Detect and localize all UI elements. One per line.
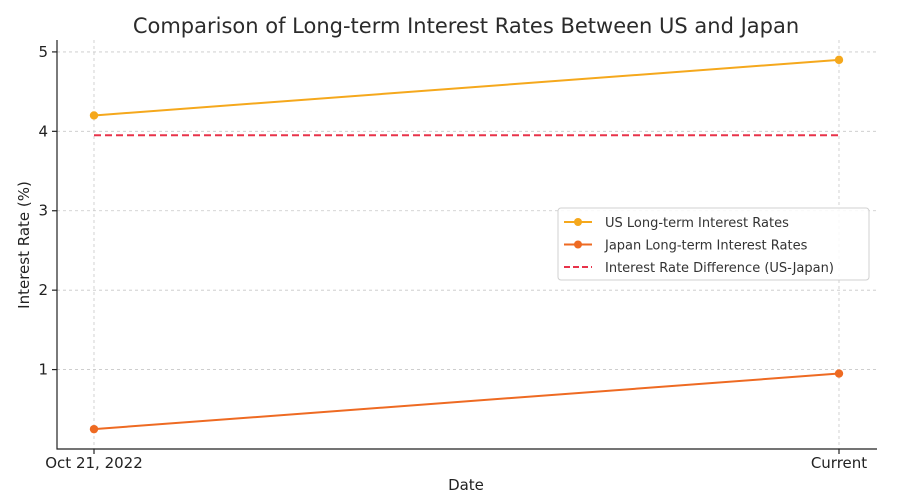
legend: US Long-term Interest Rates Japan Long-te…: [557, 207, 870, 281]
legend-label: US Long-term Interest Rates: [605, 216, 789, 231]
chart-title: Comparison of Long-term Interest Rates B…: [133, 14, 799, 38]
series-line-1: [93, 372, 840, 431]
x-tick-label: Oct 21, 2022: [45, 454, 143, 472]
data-point: [834, 55, 844, 65]
y-tick-label: 2: [38, 281, 48, 299]
x-axis-label: Date: [448, 476, 484, 494]
legend-marker: [574, 218, 582, 226]
data-point: [834, 369, 844, 378]
y-ticks: 1 2 3 4 5: [38, 43, 57, 379]
series-layer: [89, 55, 844, 434]
data-point: [89, 424, 99, 434]
legend-label: Interest Rate Difference (US-Japan): [605, 261, 834, 276]
y-tick-label: 3: [38, 202, 48, 220]
legend-marker: [574, 240, 582, 249]
y-axis-label: Interest Rate (%): [15, 181, 33, 309]
legend-label: Japan Long-term Interest Rates: [604, 239, 808, 254]
x-tick-label: Current: [811, 454, 867, 472]
y-tick-label: 1: [38, 361, 48, 379]
y-tick-label: 4: [38, 122, 48, 140]
plot-frame: [56, 40, 877, 450]
legend-box: [557, 207, 870, 281]
x-ticks: Oct 21, 2022 Current: [45, 449, 867, 472]
data-point: [89, 111, 99, 120]
y-tick-label: 5: [38, 43, 48, 61]
series-line-0: [93, 58, 840, 117]
